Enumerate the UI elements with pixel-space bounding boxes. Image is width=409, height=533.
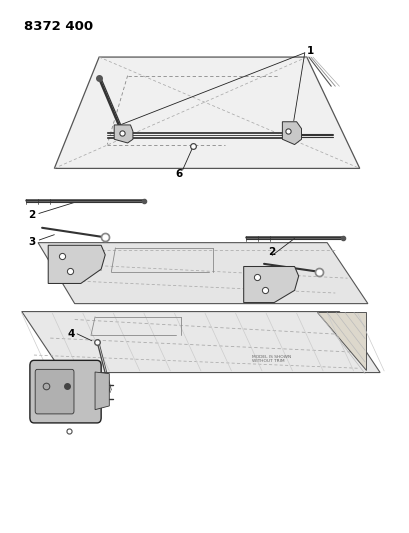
Polygon shape xyxy=(48,245,105,284)
FancyBboxPatch shape xyxy=(30,360,101,423)
Text: 4: 4 xyxy=(67,329,75,339)
FancyBboxPatch shape xyxy=(35,369,74,414)
Text: 3: 3 xyxy=(266,276,273,286)
Polygon shape xyxy=(54,57,359,168)
Polygon shape xyxy=(22,312,379,373)
Polygon shape xyxy=(316,312,365,370)
Text: 8372 400: 8372 400 xyxy=(24,20,93,33)
Text: 2: 2 xyxy=(268,247,275,257)
Text: 2: 2 xyxy=(28,210,36,220)
Text: 3: 3 xyxy=(28,237,36,247)
Polygon shape xyxy=(282,122,301,144)
Text: 5: 5 xyxy=(32,360,40,369)
Text: MODEL IS SHOWN: MODEL IS SHOWN xyxy=(251,354,290,359)
Polygon shape xyxy=(243,266,298,303)
Text: WITHOUT TRIM: WITHOUT TRIM xyxy=(251,359,284,364)
Polygon shape xyxy=(95,372,109,410)
Polygon shape xyxy=(114,125,133,143)
Polygon shape xyxy=(38,243,367,304)
Text: 6: 6 xyxy=(175,169,182,179)
Text: 1: 1 xyxy=(306,46,314,56)
